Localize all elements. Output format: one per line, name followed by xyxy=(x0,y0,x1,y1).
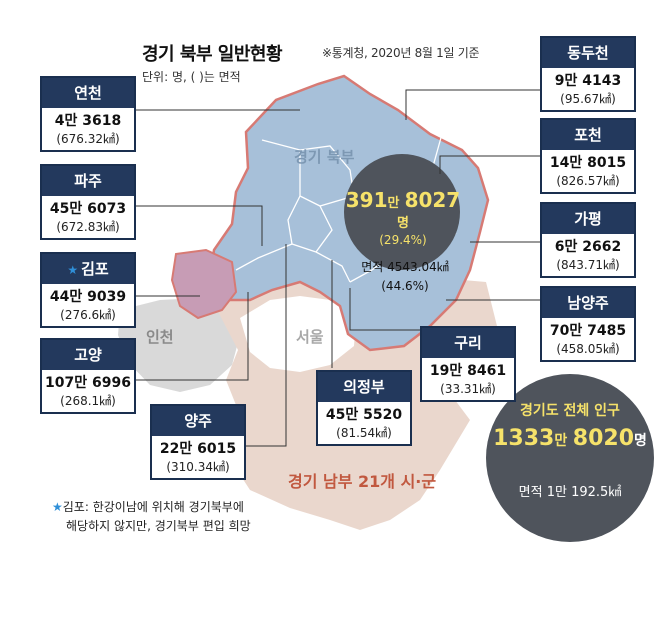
star-icon: ★ xyxy=(52,500,63,514)
incheon-label: 인천 xyxy=(146,328,174,346)
city-pop: 9만 4143 xyxy=(554,73,622,89)
city-box-guri: 구리 19만 8461 (33.31㎢) xyxy=(420,326,516,402)
city-name: 김포 xyxy=(81,260,109,278)
north-pop-b: 8027 xyxy=(404,188,461,212)
city-box-dongducheon: 동두천 9만 4143 (95.67㎢) xyxy=(540,36,636,112)
north-pop-myeong: 명 xyxy=(397,216,409,231)
footnote-text-1: 김포: 한강이남에 위치해 경기북부에 xyxy=(62,500,244,514)
city-name: 연천 xyxy=(42,78,134,108)
province-pop-b: 8020 xyxy=(572,426,635,451)
city-area: (276.6㎢) xyxy=(60,308,116,322)
north-area-pct: (44.6%) xyxy=(381,279,429,293)
north-pop-pct: (29.4%) xyxy=(379,233,427,247)
city-pop: 44만 9039 xyxy=(49,289,127,305)
leader-lines xyxy=(134,89,546,447)
city-area: (310.34㎢) xyxy=(166,460,230,474)
north-pop-man: 만 xyxy=(387,196,400,211)
city-area: (268.1㎢) xyxy=(60,394,116,408)
city-pop: 107만 6996 xyxy=(45,375,131,391)
city-area: (672.83㎢) xyxy=(56,220,120,234)
city-name: 포천 xyxy=(542,120,634,150)
city-area: (843.71㎢) xyxy=(556,258,620,272)
province-total-circle xyxy=(486,374,654,542)
city-name: 양주 xyxy=(152,406,244,436)
city-box-goyang: 고양 107만 6996 (268.1㎢) xyxy=(40,338,136,414)
province-total-label: 경기도 전체 인구 xyxy=(520,403,620,419)
city-area: (33.31㎢) xyxy=(440,382,496,396)
city-box-yeoncheon: 연천 4만 3618 (676.32㎢) xyxy=(40,76,136,152)
north-total-area: 면적 4543.04㎢ (44.6%) xyxy=(352,258,458,293)
city-pop: 45만 6073 xyxy=(49,201,127,217)
province-total-area: 면적 1만 192.5㎢ xyxy=(518,485,622,500)
city-box-gapyeong: 가평 6만 2662 (843.71㎢) xyxy=(540,202,636,278)
city-pop: 19만 8461 xyxy=(429,363,507,379)
city-name: 동두천 xyxy=(542,38,634,68)
footnote-line-2: 해당하지 않지만, 경기북부 편입 희망 xyxy=(66,519,251,533)
source-note: ※통계청, 2020년 8월 1일 기준 xyxy=(322,46,480,60)
province-pop-man: 만 xyxy=(554,433,568,449)
city-name: 의정부 xyxy=(318,372,410,402)
city-name: 구리 xyxy=(422,328,514,358)
star-icon: ★ xyxy=(67,263,79,277)
city-area: (95.67㎢) xyxy=(560,92,616,106)
city-area: (826.57㎢) xyxy=(556,174,620,188)
province-pop-a: 1333 xyxy=(493,426,555,451)
north-total-circle xyxy=(344,154,460,270)
page-title: 경기 북부 일반현황 xyxy=(142,44,283,65)
province-total: 경기도 전체 인구 1333만 8020명 면적 1만 192.5㎢ xyxy=(484,400,656,500)
city-area: (81.54㎢) xyxy=(336,426,392,440)
city-name-row: ★ 김포 xyxy=(42,254,134,284)
city-box-gimpo: ★ 김포 44만 9039 (276.6㎢) xyxy=(40,252,136,328)
north-area-line: 면적 4543.04㎢ xyxy=(361,260,449,274)
city-name: 가평 xyxy=(542,204,634,234)
city-area: (676.32㎢) xyxy=(56,132,120,146)
gyeonggi-south-label: 경기 남부 21개 시·군 xyxy=(288,472,437,491)
unit-note: 단위: 명, ( )는 면적 xyxy=(142,70,241,84)
city-box-uijeongbu: 의정부 45만 5520 (81.54㎢) xyxy=(316,370,412,446)
footnote: ★김포: 한강이남에 위치해 경기북부에 해당하지 않지만, 경기북부 편입 희… xyxy=(52,498,251,536)
city-area: (458.05㎢) xyxy=(556,342,620,356)
gimpo-region xyxy=(170,248,238,320)
city-box-yangju: 양주 22만 6015 (310.34㎢) xyxy=(150,404,246,480)
province-pop-myeong: 명 xyxy=(634,433,647,449)
city-pop: 70만 7485 xyxy=(549,323,627,339)
north-pop-a: 391 xyxy=(345,188,388,212)
city-name: 고양 xyxy=(42,340,134,370)
city-box-paju: 파주 45만 6073 (672.83㎢) xyxy=(40,164,136,240)
city-pop: 22만 6015 xyxy=(159,441,237,457)
north-total-population: 391만 8027 명 (29.4%) xyxy=(340,188,466,247)
seoul-region xyxy=(240,296,356,372)
footnote-line-1: ★김포: 한강이남에 위치해 경기북부에 xyxy=(52,498,251,517)
gyeonggi-north-label: 경기 북부 xyxy=(294,148,355,166)
city-pop: 4만 3618 xyxy=(54,113,122,129)
city-box-namyangju: 남양주 70만 7485 (458.05㎢) xyxy=(540,286,636,362)
province-total-pop: 1333만 8020명 xyxy=(484,426,656,451)
incheon-region xyxy=(118,298,240,392)
city-pop: 14만 8015 xyxy=(549,155,627,171)
city-box-pocheon: 포천 14만 8015 (826.57㎢) xyxy=(540,118,636,194)
city-pop: 45만 5520 xyxy=(325,407,403,423)
city-name: 파주 xyxy=(42,166,134,196)
seoul-label: 서울 xyxy=(296,328,324,346)
city-name: 남양주 xyxy=(542,288,634,318)
city-pop: 6만 2662 xyxy=(554,239,622,255)
